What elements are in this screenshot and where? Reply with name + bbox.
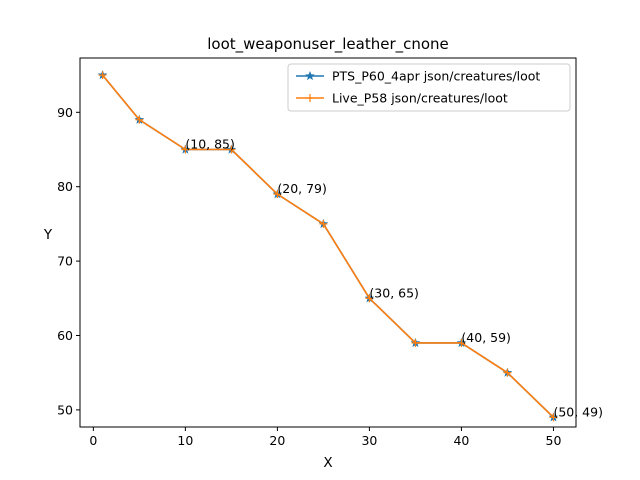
legend-label-1: PTS_P60_4apr json/creatures/loot [332, 69, 540, 84]
y-tick-label: 70 [57, 254, 73, 269]
plot-area: (10, 85) (20, 79) (30, 65) (40, 59) (50, 49) [97, 70, 603, 422]
point-annotation: (50, 49) [553, 404, 603, 419]
data-point-series-2 [503, 368, 512, 377]
y-tick-label: 50 [57, 402, 73, 417]
legend-marker-2 [306, 94, 314, 102]
chart-title: loot_weaponuser_leather_cnone [207, 35, 449, 54]
y-axis-label: Y [43, 227, 53, 243]
x-tick-label: 40 [453, 433, 469, 448]
y-tick-label: 80 [57, 179, 73, 194]
data-point-series-2 [411, 338, 420, 347]
data-point-series-2 [273, 190, 282, 199]
point-annotation: (10, 85) [185, 137, 235, 152]
axes-frame [79, 57, 577, 428]
point-annotation: (40, 59) [461, 330, 511, 345]
y-tick-label: 90 [57, 105, 73, 120]
data-point-series-2 [181, 145, 190, 154]
legend-label-2: Live_P58 json/creatures/loot [332, 91, 508, 106]
x-tick-label: 30 [361, 433, 377, 448]
x-axis-label: X [323, 455, 332, 471]
legend-marker-1 [305, 70, 315, 81]
y-tick-label: 60 [57, 328, 73, 343]
data-point-series-2 [549, 413, 558, 422]
point-annotation: (20, 79) [277, 181, 327, 196]
legend: PTS_P60_4apr json/creatures/loot Live_P58… [287, 63, 571, 112]
x-tick-label: 50 [546, 433, 562, 448]
point-annotation: (30, 65) [369, 285, 419, 300]
data-point-series-2 [98, 71, 107, 80]
data-point-series-2 [227, 145, 236, 154]
data-point-series-2 [365, 294, 374, 303]
x-tick-label: 20 [269, 433, 285, 448]
data-point-series-2 [457, 338, 466, 347]
x-tick-label: 10 [177, 433, 193, 448]
data-point-series-2 [135, 115, 144, 124]
legend-box [287, 63, 571, 112]
data-point-series-2 [319, 219, 328, 228]
x-tick-label: 0 [89, 433, 97, 448]
